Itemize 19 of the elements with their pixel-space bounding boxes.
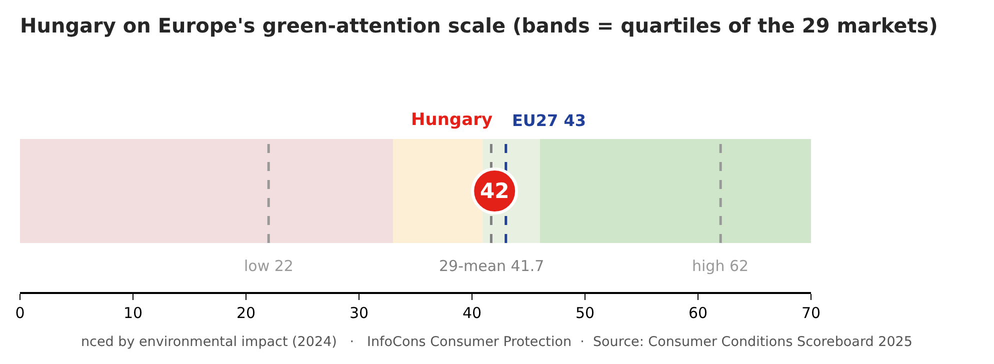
x-tick-label: 0 xyxy=(15,304,25,322)
text: Hungary xyxy=(411,110,493,130)
ref-line-label: EU27 43 xyxy=(512,111,586,130)
annotation: 42 xyxy=(480,179,510,203)
chart-title: Hungary on Europe's green-attention scale (bands = quartiles of the 29 markets) xyxy=(20,13,938,38)
x-tick-label: 40 xyxy=(462,304,482,322)
x-tick-label: 60 xyxy=(688,304,708,322)
x-tick-label: 70 xyxy=(801,304,821,322)
ref-line-label: low 22 xyxy=(244,257,294,275)
bar xyxy=(20,139,393,243)
ref-line-label: high 62 xyxy=(692,257,749,275)
text: nced by environmental impact (2024) · InfoCons Consumer Protection · Source: Consumer Conditions Scoreboard 2025 xyxy=(81,334,912,350)
ref-line-label: 29-mean 41.7 xyxy=(439,257,544,275)
x-tick-label: 20 xyxy=(236,304,256,322)
x-tick-label: 10 xyxy=(123,304,143,322)
x-tick-label: 30 xyxy=(349,304,369,322)
bar xyxy=(393,139,483,243)
bar xyxy=(540,139,811,243)
x-tick-label: 50 xyxy=(575,304,595,322)
